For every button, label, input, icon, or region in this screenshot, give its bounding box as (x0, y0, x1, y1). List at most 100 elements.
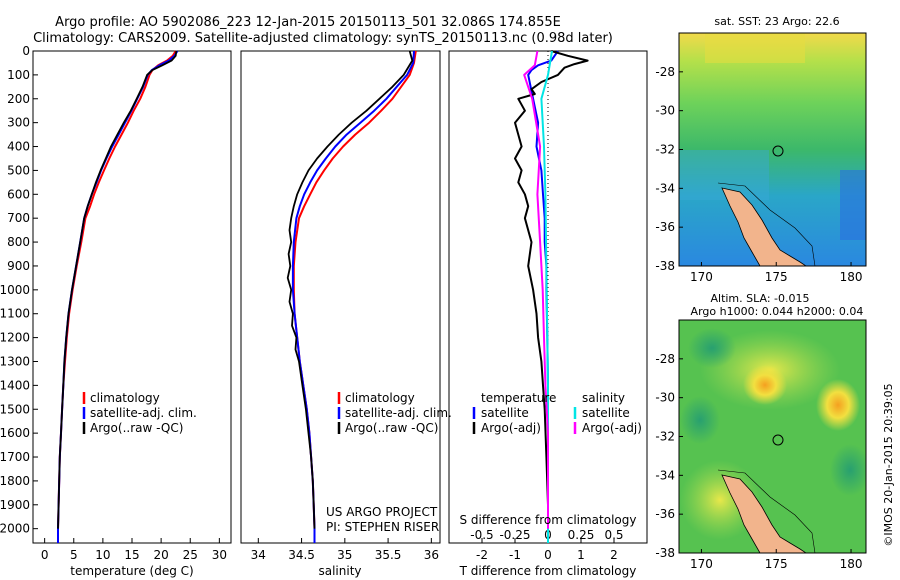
x-tick-label: 36 (424, 548, 439, 562)
depth-tick-label: 700 (7, 211, 30, 225)
map-x-tick-label: 170 (690, 270, 713, 284)
difference-xlabel: T difference from climatology (459, 564, 637, 578)
sst-blue-patch (840, 170, 866, 240)
legend-label-satellite: satellite-adj. clim. (90, 406, 197, 420)
s-tick-label: 0.25 (568, 528, 595, 542)
map-x-tick-label: 175 (765, 557, 788, 571)
sla-coastline-contour (717, 469, 816, 553)
map-y-tick-label: -34 (655, 181, 675, 195)
map-x-tick-label: 180 (840, 557, 863, 571)
series-line-satellite-adj-clim- (291, 50, 415, 543)
sla-cold-west (688, 328, 736, 368)
map-y-tick-label: -38 (655, 546, 675, 560)
series-line-climatology (57, 50, 177, 543)
depth-tick-label: 1500 (0, 402, 30, 416)
series-line-argo-raw-qc- (57, 50, 178, 529)
sla-float-marker (772, 434, 784, 446)
sla-map (679, 320, 866, 553)
map-x-tick-label: 170 (690, 557, 713, 571)
x-tick-label: 34 (251, 548, 266, 562)
x-tick-label: -2 (476, 548, 488, 562)
sla-cold-mid (680, 396, 720, 444)
depth-tick-label: 1800 (0, 474, 30, 488)
legend-title-salinity: salinity (582, 391, 625, 405)
x-tick-label: 2 (610, 548, 618, 562)
s-tick-label: -0.25 (499, 528, 530, 542)
map-x-tick-label: 180 (840, 270, 863, 284)
x-tick-label: 1 (577, 548, 585, 562)
series-line-salinity-argo-adj- (523, 50, 549, 529)
map-y-tick-label: -38 (655, 259, 675, 273)
legend-label-sal-argo: Argo(-adj) (582, 421, 642, 435)
sla-title-line2: Argo h1000: 0.044 h2000: 0.04 (691, 305, 864, 318)
project-line1: US ARGO PROJECT (326, 505, 438, 519)
depth-tick-label: 1400 (0, 378, 30, 392)
header-line1: Argo profile: AO 5902086_223 12-Jan-2015… (55, 15, 561, 30)
map-y-tick-label: -32 (655, 143, 675, 157)
series-line-salinity-satellite (540, 50, 553, 543)
sst-map (679, 33, 866, 266)
map-y-tick-label: -36 (655, 507, 675, 521)
map-y-tick-label: -30 (655, 104, 675, 118)
legend-title-temperature: temperature (481, 391, 556, 405)
depth-tick-label: 400 (7, 140, 30, 154)
legend-label-satellite: satellite-adj. clim. (345, 406, 452, 420)
x-tick-label: 15 (124, 548, 139, 562)
temperature-xlabel: temperature (deg C) (70, 564, 193, 578)
depth-tick-label: 100 (7, 68, 30, 82)
x-tick-label: 10 (95, 548, 110, 562)
imos-credit: ©IMOS 20-Jan-2015 20:39:05 (882, 383, 895, 546)
depth-tick-label: 1000 (0, 283, 30, 297)
depth-tick-label: 1700 (0, 450, 30, 464)
legend-label-argo: Argo(..raw -QC) (345, 421, 438, 435)
depth-tick-label: 200 (7, 92, 30, 106)
temperature-legend: climatology satellite-adj. clim. Argo(..… (82, 391, 197, 435)
legend-label-sal-satellite: satellite (582, 406, 630, 420)
depth-tick-label: 1600 (0, 426, 30, 440)
sst-coastline-contour (717, 182, 816, 266)
x-tick-label: 30 (212, 548, 227, 562)
sst-float-marker (772, 145, 784, 157)
x-tick-label: 25 (183, 548, 198, 562)
legend-label-temp-satellite: satellite (481, 406, 529, 420)
depth-tick-label: 2000 (0, 522, 30, 536)
depth-tick-label: 0 (22, 44, 30, 58)
x-tick-label: 34.5 (288, 548, 315, 562)
sst-map-title: sat. SST: 23 Argo: 22.6 (714, 15, 839, 28)
new-zealand-land (721, 474, 807, 553)
depth-tick-label: 1900 (0, 498, 30, 512)
header-line2: Climatology: CARS2009. Satellite-adjuste… (33, 31, 613, 46)
sla-warm-east (816, 379, 860, 431)
s-difference-label: S difference from climatology (460, 513, 637, 527)
series-line-temperature-argo-adj- (514, 50, 589, 529)
map-y-tick-label: -28 (655, 65, 675, 79)
map-y-tick-label: -32 (655, 430, 675, 444)
depth-tick-label: 300 (7, 116, 30, 130)
map-x-tick-label: 175 (765, 270, 788, 284)
depth-tick-label: 1200 (0, 331, 30, 345)
s-tick-label: -0.5 (470, 528, 493, 542)
x-tick-label: 35.5 (375, 548, 402, 562)
new-zealand-land (721, 187, 807, 266)
project-line2: PI: STEPHEN RISER (326, 520, 439, 534)
map-y-tick-label: -34 (655, 468, 675, 482)
temperature-panel-frame (32, 50, 232, 544)
legend-label-argo: Argo(..raw -QC) (90, 421, 183, 435)
sla-cold-east (830, 444, 866, 496)
legend-label-climatology: climatology (345, 391, 415, 405)
depth-tick-label: 900 (7, 259, 30, 273)
legend-label-temp-argo: Argo(-adj) (481, 421, 541, 435)
difference-legend: temperature satellite Argo(-adj) salinit… (472, 391, 642, 435)
depth-tick-label: 800 (7, 235, 30, 249)
x-tick-label: 0 (41, 548, 49, 562)
x-tick-label: -1 (509, 548, 521, 562)
salinity-panel-frame (240, 50, 441, 544)
map-y-tick-label: -36 (655, 220, 675, 234)
legend-label-climatology: climatology (90, 391, 160, 405)
map-y-tick-label: -30 (655, 391, 675, 405)
depth-tick-label: 1100 (0, 307, 30, 321)
series-line-satellite-adj-clim- (57, 50, 179, 543)
series-line-argo-raw-qc- (286, 50, 414, 529)
sla-warm-center (743, 365, 787, 405)
